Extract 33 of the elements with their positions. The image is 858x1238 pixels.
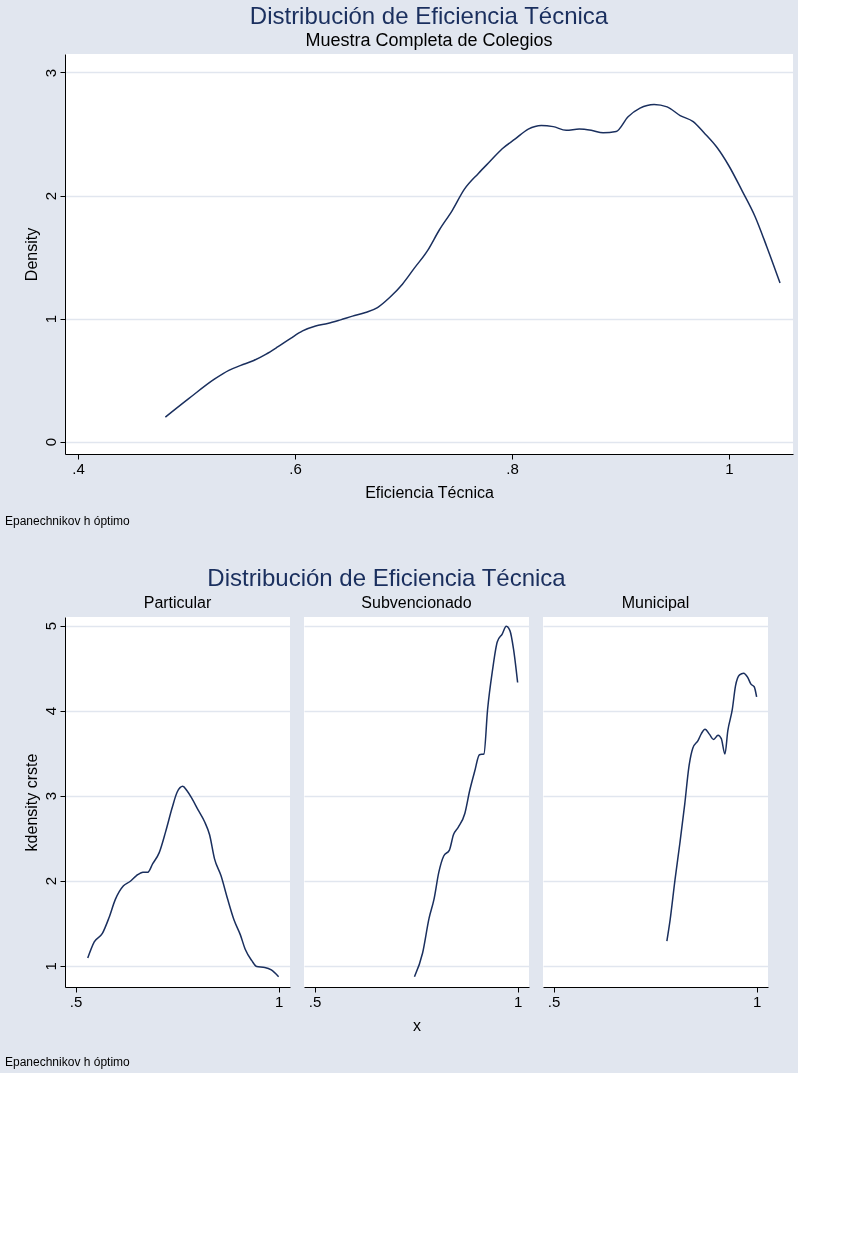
y-tick-label: 0: [41, 438, 59, 447]
chart-title: Distribución de Eficiencia Técnica: [249, 2, 609, 29]
y-axis-title: kdensity crste: [22, 753, 40, 852]
x-tick-label: 1: [725, 459, 734, 477]
text: Distribución de Eficiencia Técnica: [207, 564, 567, 591]
x-axis-title: x: [413, 1016, 421, 1034]
text: Epanechnikov h óptimo: [5, 514, 131, 528]
x-tick-label: .8: [506, 459, 519, 477]
y-tick-label: 4: [41, 706, 59, 716]
x-tick-label: 1: [752, 992, 762, 1010]
chart-subtitle: Particular: [143, 594, 212, 611]
x-tick-label: .5: [547, 992, 561, 1010]
x-tick-label: .6: [289, 459, 302, 477]
y-tick-label: 2: [41, 191, 59, 201]
chart-subtitle: Muestra Completa de Colegios: [305, 30, 553, 50]
x-tick-label: 1: [513, 992, 523, 1010]
x-tick-label: 1: [274, 992, 284, 1010]
x-tick-label: .4: [72, 459, 85, 477]
x-tick-label: .5: [308, 992, 322, 1010]
y-tick-label: 3: [41, 791, 59, 801]
y-axis-title: Density: [22, 227, 40, 282]
chart-subtitle: Subvencionado: [361, 594, 472, 611]
y-tick-label: 1: [41, 314, 59, 324]
line-series: [86, 785, 280, 978]
chart-subtitle: Municipal: [621, 594, 690, 611]
y-tick-label: 3: [41, 68, 59, 78]
y-tick-label: 1: [41, 962, 59, 971]
y-tick-label: 5: [41, 621, 59, 631]
y-tick-label: 2: [41, 877, 59, 886]
text: Epanechnikov h óptimo: [5, 1055, 131, 1069]
x-axis-title: Eficiencia Técnica: [365, 483, 494, 501]
line-series: [164, 103, 781, 418]
x-tick-label: .5: [69, 992, 83, 1010]
